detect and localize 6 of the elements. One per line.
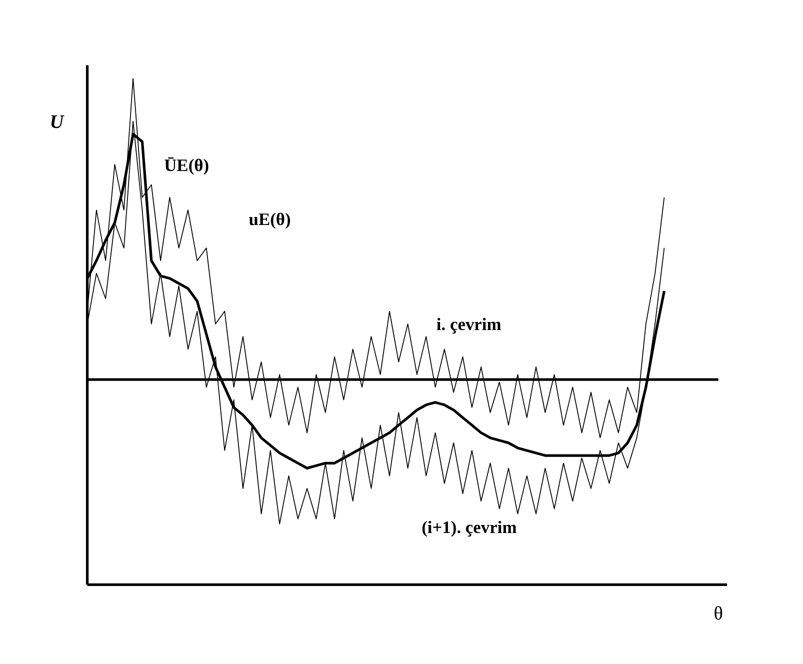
series-label: ŪE(θ) — [164, 154, 210, 175]
annotation: uE(θ) — [248, 209, 291, 230]
x-axis-title: θ — [714, 604, 723, 625]
y-axis-title: U — [50, 112, 65, 134]
series-label: (i+1). çevrim — [422, 517, 518, 538]
series-label: i. çevrim — [436, 314, 502, 334]
